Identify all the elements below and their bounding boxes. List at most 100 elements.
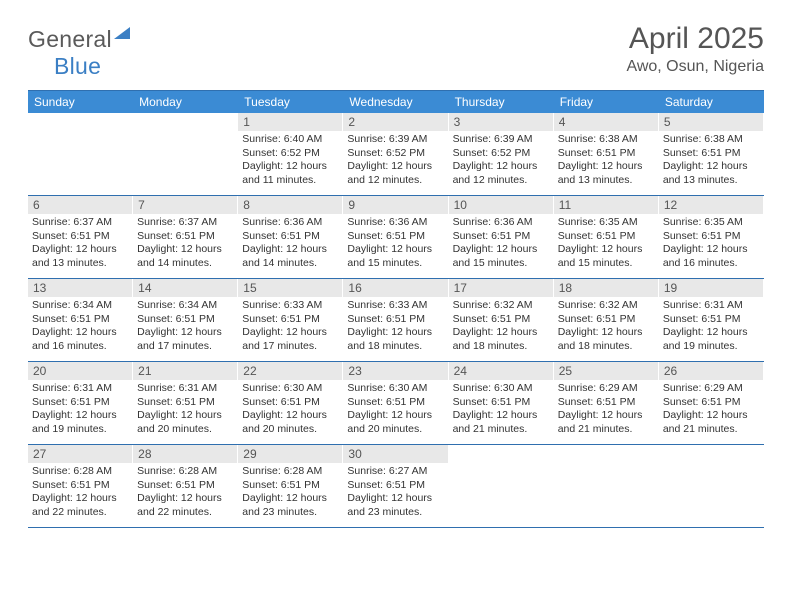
day-cell: 15Sunrise: 6:33 AMSunset: 6:51 PMDayligh…	[238, 279, 343, 361]
sunrise-line: Sunrise: 6:36 AM	[347, 216, 443, 229]
empty-day-cell	[133, 113, 238, 195]
daylight-line: Daylight: 12 hours and 15 minutes.	[558, 243, 654, 270]
weekday-header-row: SundayMondayTuesdayWednesdayThursdayFrid…	[28, 91, 764, 113]
day-cell: 22Sunrise: 6:30 AMSunset: 6:51 PMDayligh…	[238, 362, 343, 444]
brand-triangle-icon	[114, 27, 130, 39]
daylight-line: Daylight: 12 hours and 13 minutes.	[558, 160, 654, 187]
sunrise-line: Sunrise: 6:31 AM	[32, 382, 128, 395]
sunset-line: Sunset: 6:51 PM	[242, 230, 338, 243]
sunrise-line: Sunrise: 6:39 AM	[453, 133, 549, 146]
day-cell: 27Sunrise: 6:28 AMSunset: 6:51 PMDayligh…	[28, 445, 133, 527]
day-cell: 24Sunrise: 6:30 AMSunset: 6:51 PMDayligh…	[449, 362, 554, 444]
sunset-line: Sunset: 6:51 PM	[663, 230, 759, 243]
calendar-page: General Blue April 2025 Awo, Osun, Niger…	[0, 0, 792, 528]
day-body: Sunrise: 6:33 AMSunset: 6:51 PMDaylight:…	[238, 297, 342, 357]
week-row: 1Sunrise: 6:40 AMSunset: 6:52 PMDaylight…	[28, 113, 764, 196]
sunrise-line: Sunrise: 6:40 AM	[242, 133, 338, 146]
day-body: Sunrise: 6:36 AMSunset: 6:51 PMDaylight:…	[238, 214, 342, 274]
day-cell: 25 Sunrise: 6:29 AMSunset: 6:51 PMDayligh…	[554, 362, 659, 444]
sunrise-line: Sunrise: 6:29 AM	[558, 382, 654, 395]
day-number: 11	[554, 196, 658, 214]
day-cell: 5Sunrise: 6:38 AMSunset: 6:51 PMDaylight…	[659, 113, 764, 195]
sunrise-line: Sunrise: 6:29 AM	[663, 382, 759, 395]
day-number: 25	[554, 362, 658, 380]
sunset-line: Sunset: 6:51 PM	[558, 230, 654, 243]
sunset-line: Sunset: 6:51 PM	[347, 313, 443, 326]
daylight-line: Daylight: 12 hours and 21 minutes.	[558, 409, 654, 436]
day-cell: 26Sunrise: 6:29 AMSunset: 6:51 PMDayligh…	[659, 362, 764, 444]
daylight-line: Daylight: 12 hours and 20 minutes.	[347, 409, 443, 436]
day-number: 16	[343, 279, 447, 297]
day-cell: 16Sunrise: 6:33 AMSunset: 6:51 PMDayligh…	[343, 279, 448, 361]
day-body: Sunrise: 6:36 AMSunset: 6:51 PMDaylight:…	[449, 214, 553, 274]
brand-text: General Blue	[28, 26, 130, 80]
sunrise-line: Sunrise: 6:35 AM	[558, 216, 654, 229]
day-body: Sunrise: 6:31 AMSunset: 6:51 PMDaylight:…	[28, 380, 132, 440]
day-body: Sunrise: 6:27 AMSunset: 6:51 PMDaylight:…	[343, 463, 447, 523]
day-cell: 23Sunrise: 6:30 AMSunset: 6:51 PMDayligh…	[343, 362, 448, 444]
sunset-line: Sunset: 6:51 PM	[558, 396, 654, 409]
sunset-line: Sunset: 6:51 PM	[347, 396, 443, 409]
day-number: 17	[449, 279, 553, 297]
sunrise-line: Sunrise: 6:39 AM	[347, 133, 443, 146]
sunrise-line: Sunrise: 6:28 AM	[137, 465, 233, 478]
day-number: 21	[133, 362, 237, 380]
day-number: 8	[238, 196, 342, 214]
week-row: 6Sunrise: 6:37 AMSunset: 6:51 PMDaylight…	[28, 196, 764, 279]
sunset-line: Sunset: 6:51 PM	[137, 396, 233, 409]
day-body: Sunrise: 6:39 AMSunset: 6:52 PMDaylight:…	[449, 131, 553, 191]
sunset-line: Sunset: 6:52 PM	[347, 147, 443, 160]
month-title: April 2025	[626, 22, 764, 56]
sunrise-line: Sunrise: 6:34 AM	[137, 299, 233, 312]
day-cell: 7Sunrise: 6:37 AMSunset: 6:51 PMDaylight…	[133, 196, 238, 278]
empty-day-cell	[659, 445, 764, 527]
sunrise-line: Sunrise: 6:36 AM	[453, 216, 549, 229]
sunrise-line: Sunrise: 6:33 AM	[347, 299, 443, 312]
empty-day-cell	[449, 445, 554, 527]
day-number: 30	[343, 445, 447, 463]
day-body: Sunrise: 6:31 AMSunset: 6:51 PMDaylight:…	[659, 297, 763, 357]
sunset-line: Sunset: 6:51 PM	[137, 479, 233, 492]
sunset-line: Sunset: 6:51 PM	[32, 230, 128, 243]
day-number: 29	[238, 445, 342, 463]
week-row: 13Sunrise: 6:34 AMSunset: 6:51 PMDayligh…	[28, 279, 764, 362]
day-body: Sunrise: 6:32 AMSunset: 6:51 PMDaylight:…	[449, 297, 553, 357]
daylight-line: Daylight: 12 hours and 23 minutes.	[347, 492, 443, 519]
sunset-line: Sunset: 6:51 PM	[453, 230, 549, 243]
day-body: Sunrise: 6:34 AMSunset: 6:51 PMDaylight:…	[28, 297, 132, 357]
day-number: 2	[343, 113, 447, 131]
sunrise-line: Sunrise: 6:32 AM	[558, 299, 654, 312]
day-cell: 20Sunrise: 6:31 AMSunset: 6:51 PMDayligh…	[28, 362, 133, 444]
daylight-line: Daylight: 12 hours and 23 minutes.	[242, 492, 338, 519]
day-body: Sunrise: 6:34 AMSunset: 6:51 PMDaylight:…	[133, 297, 237, 357]
daylight-line: Daylight: 12 hours and 18 minutes.	[558, 326, 654, 353]
daylight-line: Daylight: 12 hours and 21 minutes.	[453, 409, 549, 436]
day-number: 12	[659, 196, 763, 214]
day-body: Sunrise: 6:35 AMSunset: 6:51 PMDaylight:…	[659, 214, 763, 274]
brand-logo: General Blue	[28, 26, 130, 80]
daylight-line: Daylight: 12 hours and 17 minutes.	[242, 326, 338, 353]
day-body: Sunrise: 6:28 AMSunset: 6:51 PMDaylight:…	[238, 463, 342, 523]
day-cell: 1Sunrise: 6:40 AMSunset: 6:52 PMDaylight…	[238, 113, 343, 195]
daylight-line: Daylight: 12 hours and 12 minutes.	[347, 160, 443, 187]
sunset-line: Sunset: 6:52 PM	[242, 147, 338, 160]
empty-day-number	[659, 445, 763, 463]
day-number: 6	[28, 196, 132, 214]
daylight-line: Daylight: 12 hours and 16 minutes.	[32, 326, 128, 353]
empty-day-number	[133, 113, 237, 131]
sunrise-line: Sunrise: 6:35 AM	[663, 216, 759, 229]
empty-day-number	[449, 445, 553, 463]
day-cell: 8Sunrise: 6:36 AMSunset: 6:51 PMDaylight…	[238, 196, 343, 278]
sunrise-line: Sunrise: 6:31 AM	[137, 382, 233, 395]
sunrise-line: Sunrise: 6:30 AM	[453, 382, 549, 395]
sunrise-line: Sunrise: 6:30 AM	[347, 382, 443, 395]
empty-day-number	[554, 445, 658, 463]
day-number: 20	[28, 362, 132, 380]
daylight-line: Daylight: 12 hours and 18 minutes.	[453, 326, 549, 353]
sunrise-line: Sunrise: 6:38 AM	[558, 133, 654, 146]
day-number: 26	[659, 362, 763, 380]
daylight-line: Daylight: 12 hours and 12 minutes.	[453, 160, 549, 187]
week-row: 27Sunrise: 6:28 AMSunset: 6:51 PMDayligh…	[28, 445, 764, 528]
daylight-line: Daylight: 12 hours and 17 minutes.	[137, 326, 233, 353]
weekday-header: Tuesday	[238, 91, 343, 113]
